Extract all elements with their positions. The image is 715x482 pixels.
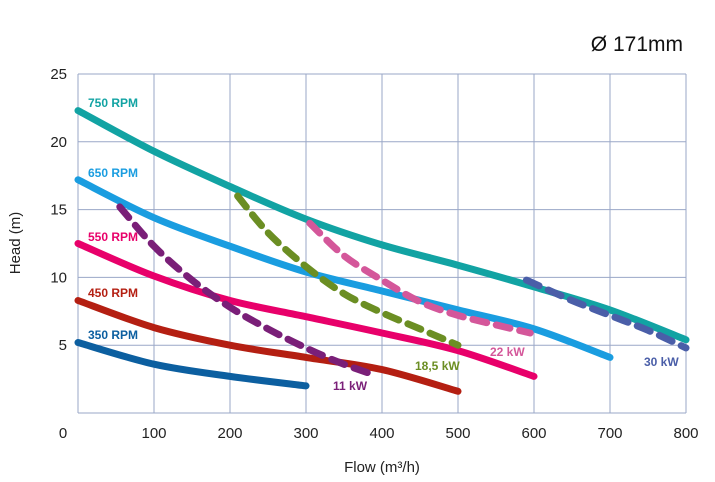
speed-curve-label: 750 RPM xyxy=(88,96,138,110)
speed-curve-350-rpm xyxy=(74,339,310,390)
x-tick-label: 700 xyxy=(597,425,622,442)
power-curve-label: 11 kW xyxy=(333,379,368,393)
x-tick-labels: 0 100 200 300 400 500 600 700 800 xyxy=(59,425,699,442)
speed-curve-label: 550 RPM xyxy=(88,230,138,244)
power-curve-11-kw xyxy=(116,203,375,378)
power-curves xyxy=(116,192,690,378)
power-curve-label: 30 kW xyxy=(644,355,679,369)
y-tick-labels: 5 10 15 20 25 xyxy=(50,66,67,354)
x-axis-label: Flow (m³/h) xyxy=(344,459,420,476)
speed-curve-650-rpm xyxy=(74,176,614,361)
y-tick-label: 5 xyxy=(59,337,67,354)
power-curve-18-5-kw xyxy=(234,192,462,349)
x-tick-label: 500 xyxy=(445,425,470,442)
grid-lines xyxy=(77,73,687,414)
speed-curve-450-rpm xyxy=(74,297,462,395)
impeller-diameter-label: Ø 171mm xyxy=(591,33,683,56)
x-tick-label: 300 xyxy=(293,425,318,442)
x-tick-label: 800 xyxy=(673,425,698,442)
power-curve-22-kw xyxy=(306,219,534,337)
speed-curve-550-rpm xyxy=(74,240,538,380)
y-tick-label: 20 xyxy=(50,134,67,151)
power-curve-30-kw xyxy=(522,276,690,352)
power-curve-label: 18,5 kW xyxy=(415,359,460,373)
y-tick-label: 25 xyxy=(50,66,67,83)
x-tick-label: 0 xyxy=(59,425,67,442)
y-tick-label: 10 xyxy=(50,269,67,286)
speed-curves xyxy=(74,107,690,395)
y-axis-label: Head (m) xyxy=(7,212,24,275)
curve-labels: 750 RPM 650 RPM 550 RPM 450 RPM 350 RPM 11 kW… xyxy=(88,96,679,393)
speed-curve-label: 450 RPM xyxy=(88,286,138,300)
x-tick-label: 200 xyxy=(217,425,242,442)
speed-curve-label: 350 RPM xyxy=(88,328,138,342)
x-tick-label: 100 xyxy=(141,425,166,442)
x-tick-label: 400 xyxy=(369,425,394,442)
speed-curve-750-rpm xyxy=(74,107,690,344)
x-tick-label: 600 xyxy=(521,425,546,442)
y-tick-label: 15 xyxy=(50,202,67,219)
speed-curve-label: 650 RPM xyxy=(88,166,138,180)
power-curve-label: 22 kW xyxy=(490,345,525,359)
